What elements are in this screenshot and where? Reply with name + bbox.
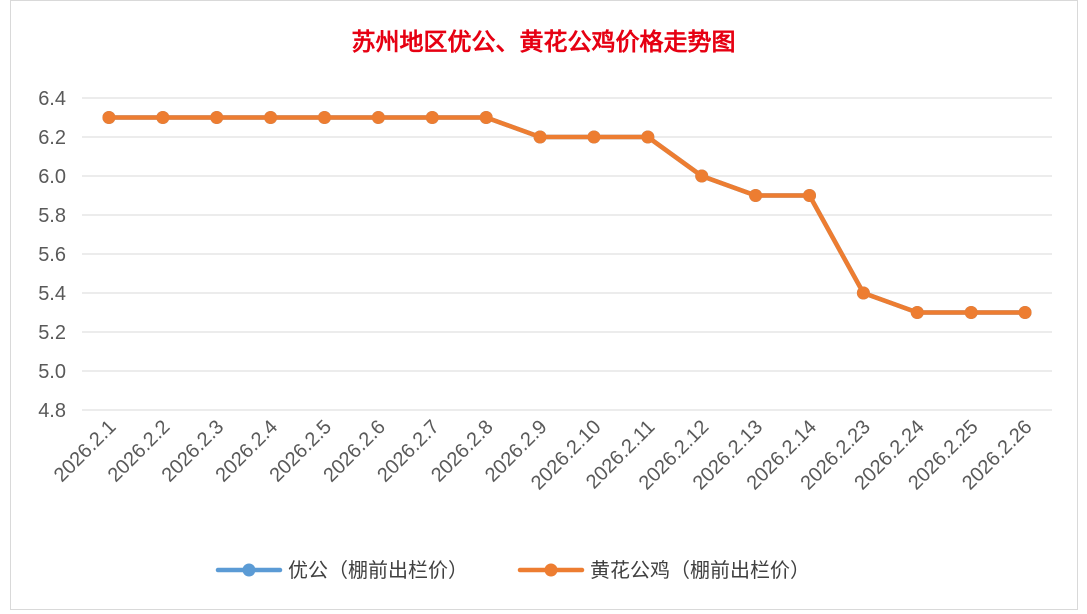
- series-1-point: [479, 111, 493, 124]
- series-line-1: [106, 115, 1028, 315]
- series-1-point: [371, 111, 385, 124]
- series-1-point: [856, 286, 870, 300]
- y-tick-label: 5.4: [38, 283, 66, 305]
- series-1-point: [910, 306, 924, 319]
- series-1-point: [264, 111, 278, 124]
- series-1-point: [318, 111, 331, 124]
- y-tick-label: 6.2: [38, 127, 66, 149]
- y-tick-label: 5.8: [38, 205, 66, 227]
- series-1-point: [587, 130, 601, 144]
- y-tick-label: 4.8: [38, 400, 66, 422]
- y-tick-label: 6.4: [38, 88, 66, 110]
- series-1-point: [156, 111, 170, 124]
- series-1-point: [641, 130, 655, 144]
- legend-marker-0: [242, 563, 256, 577]
- series-1-point: [803, 189, 816, 202]
- y-tick-label: 6.0: [38, 166, 66, 188]
- series-1-point: [695, 169, 709, 183]
- series-1-point: [425, 111, 439, 124]
- series-1-point: [533, 130, 547, 144]
- legend-marker-1: [544, 563, 558, 577]
- series-1-point: [102, 111, 116, 124]
- legend-label-1: 黄花公鸡（棚前出栏价）: [590, 558, 810, 582]
- series-1-point: [1018, 306, 1032, 319]
- y-tick-label: 5.6: [38, 244, 66, 266]
- series-1-point: [964, 306, 978, 319]
- y-tick-label: 5.0: [38, 361, 66, 383]
- legend-label-0: 优公（棚前出栏价）: [288, 558, 468, 582]
- series-1-point: [210, 111, 224, 124]
- chart-title: 苏州地区优公、黄花公鸡价格走势图: [351, 27, 736, 56]
- y-tick-label: 5.2: [38, 322, 66, 344]
- series-1-point: [749, 189, 763, 202]
